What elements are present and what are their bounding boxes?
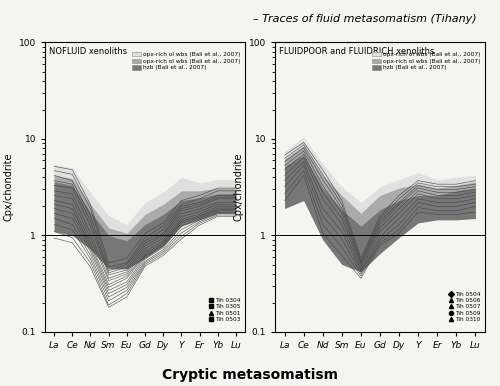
- Text: NOFLUID xenoliths: NOFLUID xenoliths: [49, 47, 127, 56]
- Y-axis label: Cpx/chondrite: Cpx/chondrite: [233, 153, 243, 222]
- Legend: Tih 0304, Tih 0305, Tih 0501, Tih 0503: Tih 0304, Tih 0305, Tih 0501, Tih 0503: [208, 297, 242, 323]
- Text: FLUIDPOOR and FLUIDRICH xenoliths: FLUIDPOOR and FLUIDRICH xenoliths: [279, 47, 434, 56]
- Text: Cryptic metasomatism: Cryptic metasomatism: [162, 368, 338, 382]
- Text: – Traces of fluid metasomatism (Tihany): – Traces of fluid metasomatism (Tihany): [253, 14, 477, 24]
- Legend: Tih 0504, Tih 0506, Tih 0507, Tih 0509, Tih 0310: Tih 0504, Tih 0506, Tih 0507, Tih 0509, …: [448, 290, 482, 323]
- Y-axis label: Cpx/chondrite: Cpx/chondrite: [3, 153, 13, 222]
